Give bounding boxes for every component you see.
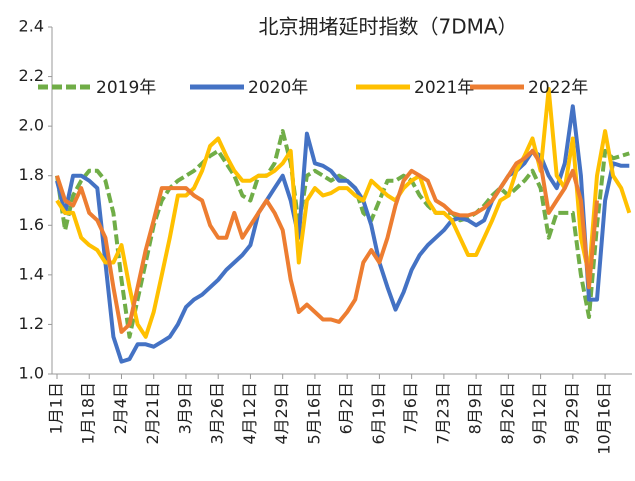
- x-tick-label: 9月29日: [562, 382, 581, 445]
- x-tick-label: 7月6日: [401, 382, 420, 434]
- y-tick-label: 1.2: [19, 314, 44, 333]
- x-tick-label: 1月18日: [79, 382, 98, 445]
- x-tick-label: 4月12日: [240, 382, 259, 445]
- legend-label: 2021年: [414, 78, 474, 98]
- y-tick-label: 1.8: [19, 165, 44, 184]
- legend-label: 2022年: [528, 78, 588, 98]
- y-tick-label: 2.0: [19, 116, 44, 135]
- chart-title: 北京拥堵延时指数（7DMA）: [258, 15, 517, 39]
- y-tick-label: 1.0: [19, 364, 44, 383]
- x-tick-label: 1月1日: [47, 382, 66, 434]
- series-line: [55, 87, 632, 339]
- series-line: [55, 148, 599, 334]
- x-tick-label: 9月12日: [530, 382, 549, 445]
- x-tick-label: 2月21日: [143, 382, 162, 445]
- y-tick-label: 1.4: [19, 264, 44, 283]
- legend-label: 2019年: [96, 78, 156, 98]
- y-tick-label: 2.2: [19, 66, 44, 85]
- y-tick-label: 1.6: [19, 215, 44, 234]
- x-tick-label: 2月4日: [111, 382, 130, 434]
- x-tick-label: 7月23日: [433, 382, 452, 445]
- x-tick-label: 4月29日: [272, 382, 291, 445]
- x-tick-label: 5月16日: [304, 382, 323, 445]
- y-tick-label: 2.4: [19, 17, 44, 36]
- x-tick-label: 6月19日: [369, 382, 388, 445]
- x-tick-label: 8月26日: [498, 382, 517, 445]
- x-tick-label: 10月16日: [595, 382, 614, 455]
- x-tick-label: 3月26日: [208, 382, 227, 445]
- x-tick-label: 8月9日: [466, 382, 485, 434]
- legend-label: 2020年: [248, 78, 308, 98]
- x-tick-label: 3月9日: [175, 382, 194, 434]
- x-tick-label: 6月2日: [337, 382, 356, 434]
